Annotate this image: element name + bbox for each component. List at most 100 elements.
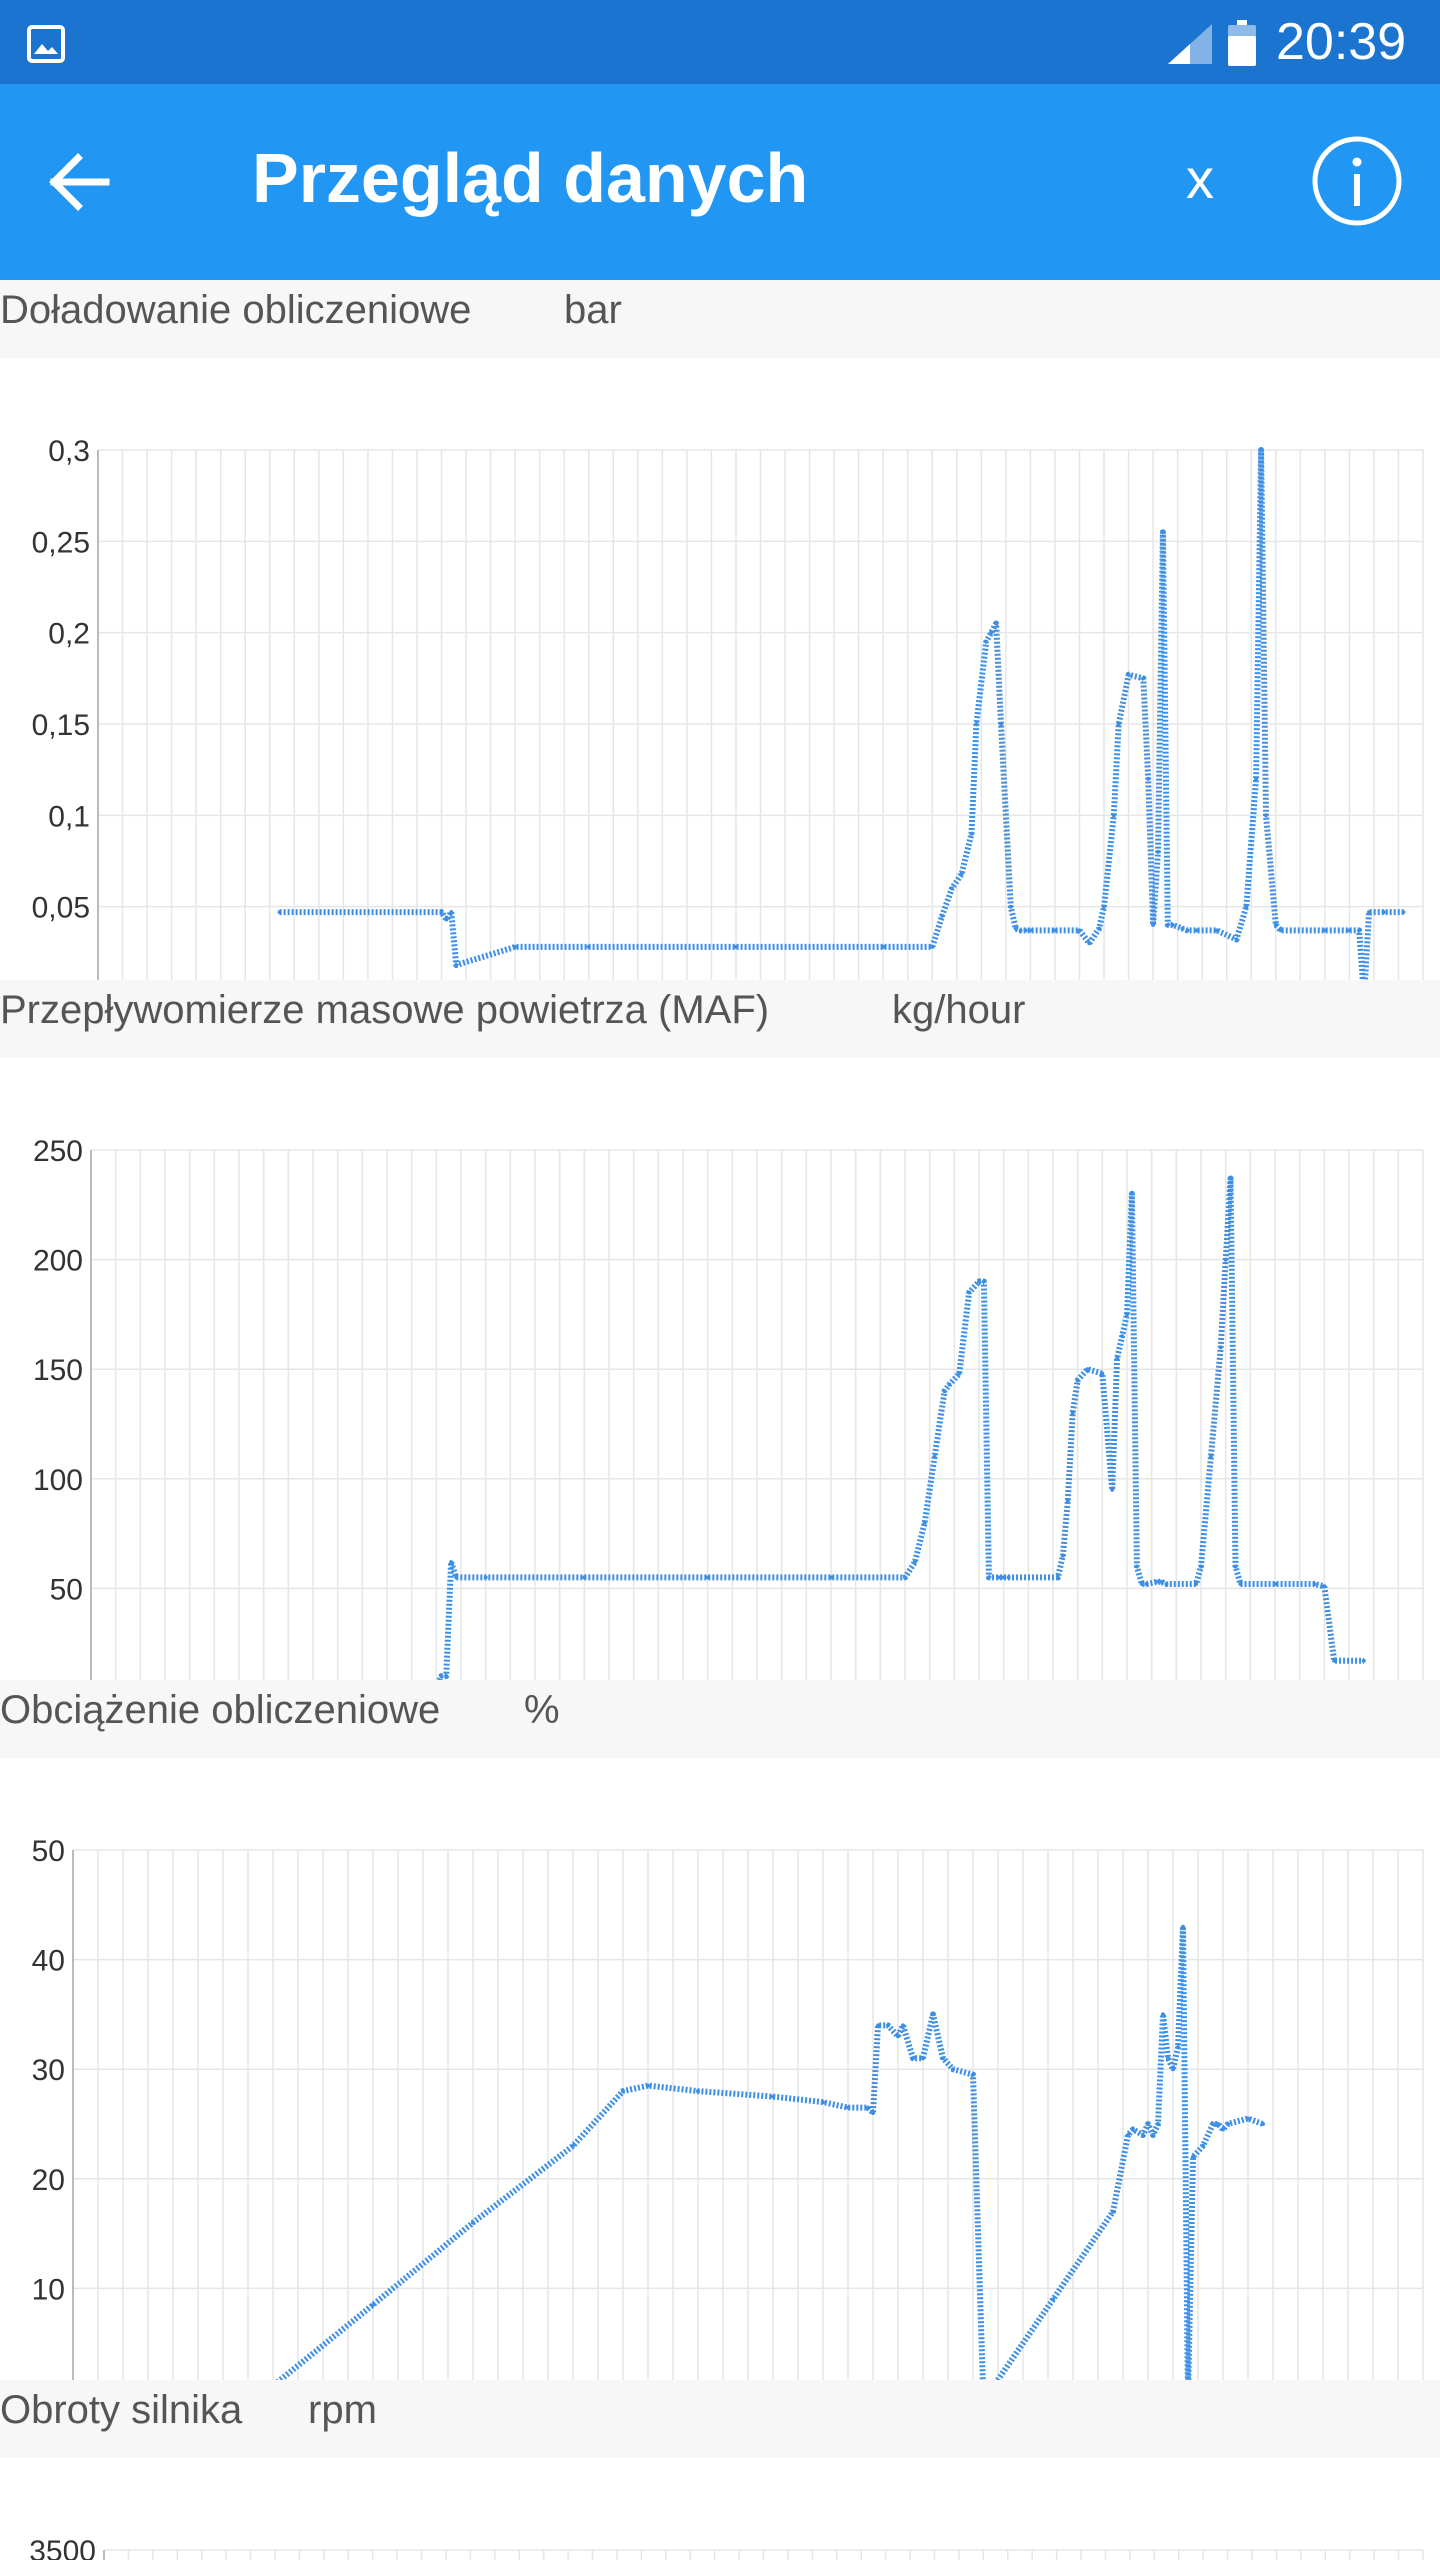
chart-title: Obroty silnika [0,2388,243,2432]
data-point [1126,2133,1130,2137]
y-tick-label: 20 [32,2164,65,2197]
rpm-chart[interactable]: 30003500 [0,2458,1440,2560]
data-point [1233,1564,1238,1569]
load-chart[interactable]: 010203040500:000:150:300:451:001:151:301… [0,1758,1440,2380]
data-point [1001,1575,1006,1580]
data-point [1401,910,1406,915]
data-point [1234,937,1239,942]
status-clock: 20:39 [1276,13,1407,71]
data-point [1221,2127,1225,2132]
data-point [371,2302,375,2307]
data-point [896,2034,900,2039]
data-point [984,639,989,644]
data-point [932,1454,937,1459]
data-point [1312,1582,1317,1586]
y-tick-label: 3500 [29,2535,96,2560]
data-point [696,2089,700,2094]
chart-title: Obciążenie obliczeniowe [0,1688,441,1732]
info-icon[interactable] [1310,134,1404,228]
data-point [1254,776,1259,781]
data-point [903,1575,907,1580]
data-point [444,917,449,922]
data-point [986,1575,991,1580]
chart-unit: rpm [308,2388,377,2432]
data-point [901,2023,905,2028]
data-point [996,1575,1001,1580]
chart-unit: % [524,1688,560,1732]
data-point [1246,2116,1250,2121]
data-point [981,1279,986,1284]
data-point [949,886,954,891]
data-point [1218,1345,1223,1350]
data-point [1216,2122,1220,2126]
y-tick-label: 0,3 [48,435,90,468]
y-tick-label: 0,15 [32,709,90,742]
data-point [1322,1584,1327,1589]
data-point [1223,1257,1228,1262]
data-point [1228,1176,1233,1181]
data-point [931,2012,935,2017]
data-point [1129,1191,1134,1196]
data-point [646,2083,650,2088]
chart-header: Obciążenie obliczeniowe % [0,1680,1440,1758]
data-point [1347,928,1352,933]
data-point [1244,904,1249,909]
data-point [1060,1553,1065,1558]
data-point [1100,1371,1105,1376]
data-point [922,1520,927,1525]
data-point [586,944,591,949]
data-point [1264,813,1268,818]
chart-section-load: Obciążenie obliczeniowe % 010203040500:0… [0,1680,1440,2380]
data-point [449,910,454,915]
data-point [876,2023,880,2028]
data-point [957,1371,962,1376]
battery-icon [1228,20,1256,66]
data-point [1160,530,1165,535]
data-point [940,913,945,918]
chart-section-rpm: Obroty silnika rpm 30003500 [0,2380,1440,2560]
data-point [483,1575,488,1580]
data-point [1199,1564,1203,1569]
y-tick-label: 50 [50,1573,83,1606]
data-point [582,1575,587,1580]
chart-header: Doładowanie obliczeniowe bar [0,280,1440,358]
data-point [1131,2127,1135,2132]
data-point [1052,928,1057,933]
data-point [1125,1312,1129,1317]
data-point [967,1290,972,1295]
boost-chart[interactable]: 00,050,10,150,20,250,30:000:150:300:451:… [0,358,1440,980]
data-point [947,1382,952,1387]
data-point [989,630,994,635]
data-point [1120,1334,1125,1339]
data-point [1028,928,1033,933]
data-point [1116,722,1121,726]
data-point [734,944,738,949]
data-point [1367,910,1371,915]
maf-chart[interactable]: 0501001502002500:000:150:300:451:001:151… [0,1058,1440,1680]
series-line [275,1923,1265,2380]
data-point [977,1279,981,1284]
data-point [1144,1582,1149,1586]
close-button[interactable]: x [1186,147,1214,210]
arrow-left-icon[interactable] [40,142,120,222]
data-point [941,2056,945,2061]
data-point [1176,2045,1180,2050]
series-line [436,1175,1364,1680]
data-point [1055,1575,1060,1580]
data-point [1156,2122,1160,2126]
data-point [1077,928,1082,933]
data-point [1115,1356,1120,1361]
chart-unit: bar [564,288,622,332]
data-point [994,621,999,626]
data-point [1171,2067,1175,2072]
data-point [930,944,935,949]
data-point [1051,2297,1055,2302]
y-tick-label: 100 [33,1464,83,1497]
chart-title: Doładowanie obliczeniowe [0,288,472,332]
chart-section-boost: Doładowanie obliczeniowe bar 00,050,10,1… [0,280,1440,980]
data-point [1161,2012,1165,2017]
data-point [1191,2154,1195,2159]
data-point [911,2056,915,2061]
data-point [1214,928,1219,933]
y-tick-label: 150 [33,1354,83,1387]
